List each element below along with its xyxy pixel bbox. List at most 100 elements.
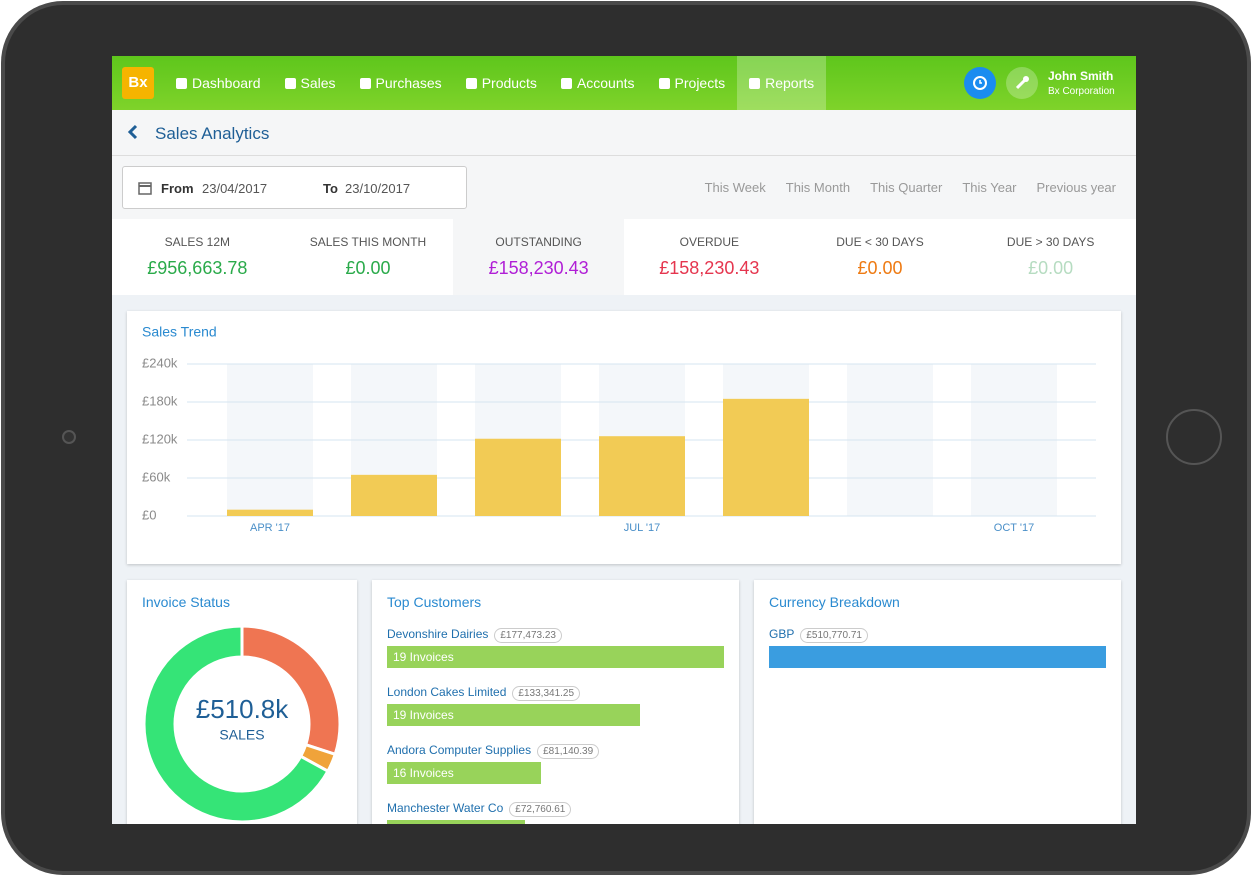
card-title: Top Customers [387, 594, 482, 610]
nav-label: Products [481, 75, 537, 91]
calendar-icon [138, 182, 152, 195]
x-tick-label: OCT '17 [994, 522, 1034, 534]
item-name[interactable]: London Cakes Limited [387, 685, 507, 699]
nav-item[interactable]: Accounts [549, 56, 647, 110]
back-icon[interactable] [126, 124, 140, 140]
x-tick-label: JUL '17 [624, 522, 661, 534]
logo[interactable]: Bx [122, 67, 154, 99]
kpi-label: SALES 12M [164, 235, 231, 249]
kpi-value: £0.00 [1028, 258, 1074, 278]
range-link[interactable]: This Quarter [870, 180, 943, 195]
nav-icon [749, 77, 761, 89]
range-link[interactable]: This Month [785, 180, 851, 195]
to-label: To [323, 181, 338, 196]
amount-bar: 19 Invoices [387, 704, 641, 726]
filter-bar: From 23/04/2017 To 23/10/2017 This Week T… [112, 156, 1136, 219]
from-label: From [161, 181, 194, 196]
card-title: Invoice Status [142, 594, 230, 610]
quick-ranges: This Week This Month This Quarter This Year… [705, 180, 1116, 195]
list-label: Manchester Water Co £72,760.61 [387, 799, 572, 817]
chart-title: Sales Trend [142, 324, 217, 340]
y-tick-label: £240k [142, 355, 178, 370]
kpi-cell: OVERDUE £158,230.43 [624, 219, 796, 295]
amount-badge: £177,473.23 [494, 628, 562, 643]
nav-label: Purchases [375, 75, 442, 91]
company-name: Bx Corporation [1048, 86, 1115, 97]
list-label: Andora Computer Supplies £81,140.39 [387, 741, 600, 759]
clock-button[interactable] [964, 67, 996, 99]
nav-label: Reports [765, 75, 815, 91]
nav-item[interactable]: Purchases [348, 56, 454, 110]
item-name[interactable]: Devonshire Dairies [387, 627, 489, 641]
nav-icon [176, 77, 187, 89]
page-title: Sales Analytics [155, 124, 270, 143]
invoice-count: 19 Invoices [393, 708, 454, 722]
range-link[interactable]: Previous year [1036, 180, 1116, 195]
y-tick-label: £180k [142, 393, 178, 408]
kpi-label: OUTSTANDING [495, 235, 582, 249]
amount-bar [387, 820, 526, 824]
kpi-value: £158,230.43 [488, 258, 589, 278]
to-date: 23/10/2017 [345, 181, 411, 196]
kpi-label: DUE > 30 DAYS [1006, 235, 1095, 249]
kpi-cell: SALES THIS MONTH £0.00 [282, 219, 455, 295]
nav-item[interactable]: Dashboard [164, 56, 273, 110]
kpi-cell: SALES 12M £956,663.78 [112, 219, 284, 295]
item-name[interactable]: Manchester Water Co [387, 801, 504, 815]
nav-bar: Bx Dashboard Sales Purchases Products Accoun… [112, 56, 1136, 110]
list-label: London Cakes Limited £133,341.25 [387, 683, 581, 701]
nav-list: Dashboard Sales Purchases Products Accounts P… [164, 56, 827, 110]
y-tick-label: £120k [142, 431, 178, 446]
kpi-label: DUE < 30 DAYS [836, 235, 924, 249]
donut-segment [142, 624, 330, 824]
nav-label: Accounts [576, 75, 635, 91]
kpi-cell: DUE < 30 DAYS £0.00 [794, 219, 967, 295]
amount-badge: £72,760.61 [509, 802, 572, 817]
nav-item[interactable]: Sales [273, 56, 348, 110]
item-name[interactable]: Andora Computer Supplies [387, 743, 532, 757]
amount-bar [769, 646, 1106, 668]
nav-icon [284, 77, 296, 89]
kpi-label: OVERDUE [679, 235, 739, 249]
currency-card: Currency Breakdown GBP £510,770.71 [754, 580, 1121, 824]
date-range[interactable]: From 23/04/2017 To 23/10/2017 [122, 166, 467, 209]
nav-item[interactable]: Projects [647, 56, 738, 110]
invoice-count: 19 Invoices [393, 650, 454, 664]
top-customers-card: Top Customers Devonshire Dairies £177,473… [372, 580, 739, 824]
wrench-icon [1015, 76, 1029, 90]
kpi-cell: OUTSTANDING £158,230.43 [453, 219, 625, 295]
kpi-value: £956,663.78 [147, 258, 248, 278]
nav-label: Projects [674, 75, 726, 91]
donut-center-value: £510.8k [196, 694, 290, 724]
chart: Sales Trend £0 £60k £120k £180k £240k APR '17… [142, 324, 1096, 534]
sales-trend-card: Sales Trend £0 £60k £120k £180k £240k APR '17… [127, 311, 1121, 564]
bar [227, 509, 313, 516]
card-title: Currency Breakdown [769, 594, 900, 610]
invoice-status-card: Invoice Status £510.8k SALES [127, 580, 357, 824]
bar [351, 474, 437, 516]
nav-icon [560, 77, 572, 89]
kpi-value: £0.00 [857, 258, 903, 278]
bar [599, 436, 685, 516]
nav-item[interactable]: Reports [737, 56, 827, 110]
nav-icon [465, 77, 477, 89]
range-link[interactable]: This Year [962, 180, 1017, 195]
list-label: GBP £510,770.71 [769, 625, 868, 643]
clock-icon [973, 76, 987, 90]
item-name[interactable]: GBP [769, 627, 795, 641]
y-tick-label: £0 [142, 507, 156, 522]
kpi-label: SALES THIS MONTH [309, 235, 427, 249]
kpi-cell: DUE > 30 DAYS £0.00 [965, 219, 1136, 295]
nav-icon [658, 77, 670, 89]
kpi-value: £158,230.43 [659, 258, 760, 278]
range-link[interactable]: This Week [704, 180, 766, 195]
screen: Bx Dashboard Sales Purchases Products Accoun… [112, 56, 1136, 824]
user-name: John Smith [1048, 69, 1114, 83]
nav-item[interactable]: Products [454, 56, 549, 110]
invoice-count: 16 Invoices [393, 766, 454, 780]
from-date: 23/04/2017 [202, 181, 268, 196]
x-tick-label: APR '17 [250, 522, 290, 534]
kpi-value: £0.00 [345, 258, 391, 278]
settings-button[interactable] [1006, 67, 1038, 99]
